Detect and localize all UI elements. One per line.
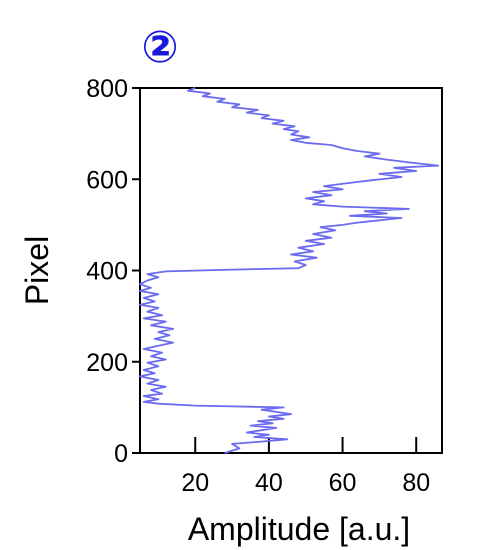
y-axis-ticks: 0 200 400 600 800 (86, 75, 140, 468)
x-tick-label: 80 (402, 469, 430, 497)
x-axis-ticks: 20 40 60 80 (181, 437, 430, 497)
y-tick-label: 600 (86, 166, 128, 194)
x-tick-label: 20 (181, 469, 209, 497)
y-axis-title: Pixel (19, 236, 55, 305)
y-tick-label: 400 (86, 258, 128, 286)
y-tick-label: 200 (86, 349, 128, 377)
y-tick-label: 800 (86, 75, 128, 103)
x-axis-title: Amplitude [a.u.] (188, 511, 410, 547)
series-line-amplitude (139, 87, 440, 454)
x-tick-label: 60 (329, 469, 357, 497)
x-tick-label: 40 (255, 469, 283, 497)
y-tick-label: 0 (114, 440, 128, 468)
panel-badge: ② (141, 22, 178, 73)
